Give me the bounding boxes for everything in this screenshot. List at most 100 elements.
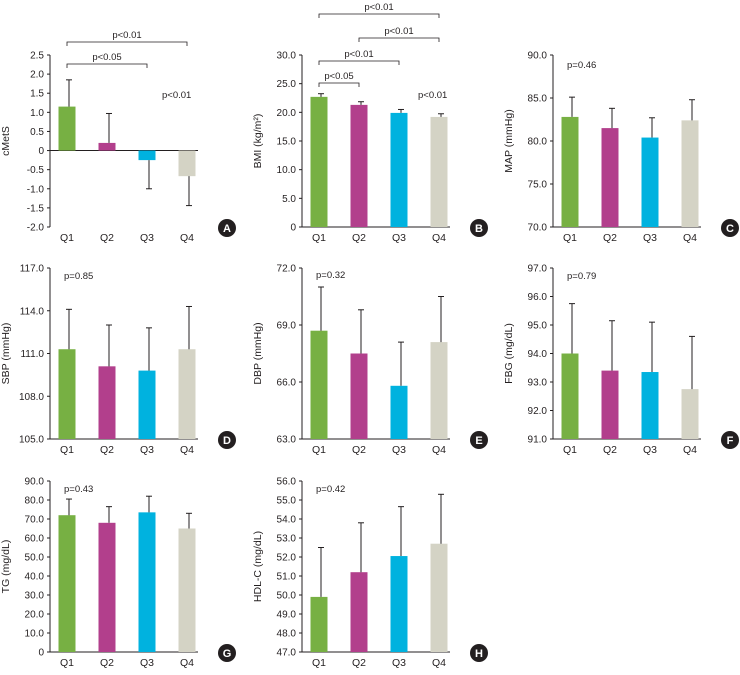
y-tick-label: 111.0 [20, 349, 44, 360]
panel-badge-label: C [726, 223, 734, 235]
p-value-label: p<0.01 [364, 2, 393, 13]
bar-q3 [390, 385, 408, 439]
x-category-label: Q2 [100, 444, 114, 456]
p-value-label: p=0.32 [316, 270, 345, 281]
bar-q1 [58, 106, 76, 151]
x-category-label: Q4 [432, 444, 446, 456]
bar-q4 [178, 528, 196, 652]
panel-h: 47.0 48.0 49.0 50.0 51.0 52.0 53.0 54.0 55.0 56.0… [252, 477, 488, 669]
x-category-label: Q1 [60, 657, 74, 669]
x-category-label: Q2 [352, 232, 366, 244]
y-tick-label: 20.0 [25, 610, 45, 621]
x-category-label: Q3 [140, 657, 154, 669]
y-tick-label: 48.0 [277, 629, 297, 640]
bar-q3 [138, 370, 156, 439]
panel-badge [721, 431, 739, 449]
x-category-label: Q3 [392, 657, 406, 669]
y-tick-label: 95.0 [528, 321, 548, 332]
panel-badge-label: E [475, 435, 482, 447]
y-tick-label: 75.0 [528, 180, 548, 191]
y-tick-label: 47.0 [277, 648, 297, 659]
y-tick-label: 97.0 [528, 264, 548, 275]
y-tick-label: 55.0 [277, 496, 297, 507]
y-tick-label: 10.0 [25, 629, 45, 640]
x-category-label: Q2 [352, 444, 366, 456]
y-axis-title: BMI (kg/m²) [252, 114, 264, 169]
y-tick-label: 30.0 [25, 591, 45, 602]
bar-q2 [350, 353, 368, 439]
y-axis-title: SBP (mmHg) [0, 323, 12, 385]
y-axis-title: HDL-C (mg/dL) [252, 531, 264, 602]
y-tick-label: 0 [38, 146, 44, 157]
x-category-label: Q2 [100, 657, 114, 669]
y-tick-label: 69.0 [277, 321, 297, 332]
panel-d: 105.0 108.0 111.0 114.0 117.0 SBP (mmHg) Q1 Q2 Q… [0, 264, 236, 456]
x-category-label: Q3 [140, 444, 154, 456]
y-tick-label: 2.0 [30, 70, 44, 81]
bar-q2 [350, 104, 368, 227]
panel-e: 63.0 66.0 69.0 72.0 DBP (mmHg) Q1 Q2 Q3 Q4 p=0.32… [252, 264, 488, 456]
x-category-label: Q2 [100, 232, 114, 244]
significance-bracket [66, 41, 188, 46]
panel-badge [470, 431, 488, 449]
y-axis-title: FBG (mg/dL) [503, 323, 515, 384]
y-tick-label: 72.0 [277, 264, 297, 275]
significance-bracket [318, 13, 440, 18]
y-tick-label: 40.0 [25, 572, 45, 583]
bar-q2 [98, 522, 116, 652]
panel-badge [218, 431, 236, 449]
bar-q2 [350, 572, 368, 652]
bar-q3 [641, 137, 659, 227]
panel-c: 70.0 75.0 80.0 85.0 90.0 MAP (mmHg) Q1 Q2 Q3 Q4 p=… [503, 51, 739, 244]
y-tick-label: 90.0 [25, 477, 45, 488]
y-tick-label: -0.5 [27, 165, 45, 176]
y-axis-title: DBP (mmHg) [252, 322, 264, 384]
panel-g: 0 10.0 20.0 30.0 40.0 50.0 60.0 70.0 80.0 90.0 TG … [0, 477, 236, 669]
bar-q4 [178, 349, 196, 439]
significance-bracket [318, 60, 400, 65]
x-category-label: Q3 [392, 232, 406, 244]
p-value-label: p<0.05 [92, 52, 121, 63]
x-category-label: Q1 [312, 444, 326, 456]
bar-q3 [138, 150, 156, 161]
y-tick-label: 0 [38, 648, 44, 659]
bar-q1 [310, 330, 328, 439]
x-category-label: Q2 [352, 657, 366, 669]
bar-q4 [430, 543, 448, 652]
x-category-label: Q4 [432, 657, 446, 669]
bar-q2 [98, 366, 116, 439]
panel-badge-label: H [475, 648, 483, 660]
y-tick-label: 105.0 [19, 435, 44, 446]
bar-q4 [430, 342, 448, 439]
y-tick-label: 50.0 [25, 553, 45, 564]
x-category-label: Q4 [683, 232, 697, 244]
panel-f: 91.0 92.0 93.0 94.0 95.0 96.0 97.0 FBG (mg/dL) Q… [503, 264, 739, 456]
y-tick-label: 108.0 [19, 392, 44, 403]
y-tick-label: 53.0 [277, 534, 297, 545]
bar-q2 [601, 370, 619, 439]
panel-badge-label: D [223, 435, 231, 447]
y-tick-label: 85.0 [528, 94, 548, 105]
bar-q3 [138, 512, 156, 652]
y-tick-label: 49.0 [277, 610, 297, 621]
x-category-label: Q4 [180, 444, 194, 456]
y-tick-label: 2.5 [30, 51, 44, 62]
p-value-label: p=0.85 [64, 271, 93, 282]
bar-q4 [681, 120, 699, 227]
y-tick-label: 0.5 [30, 127, 44, 138]
y-tick-label: 50.0 [277, 591, 297, 602]
y-tick-label: 1.5 [30, 89, 44, 100]
significance-bracket [358, 37, 440, 42]
y-tick-label: 91.0 [528, 435, 548, 446]
significance-bracket [318, 82, 360, 87]
x-category-label: Q3 [392, 444, 406, 456]
p-value-label: p<0.05 [324, 71, 353, 82]
x-category-label: Q1 [60, 232, 74, 244]
y-tick-label: 30.0 [277, 51, 297, 62]
panel-badge [470, 644, 488, 662]
x-category-label: Q4 [432, 232, 446, 244]
y-tick-label: -2.0 [27, 223, 45, 234]
panel-badge [470, 219, 488, 237]
bar-q1 [310, 96, 328, 227]
